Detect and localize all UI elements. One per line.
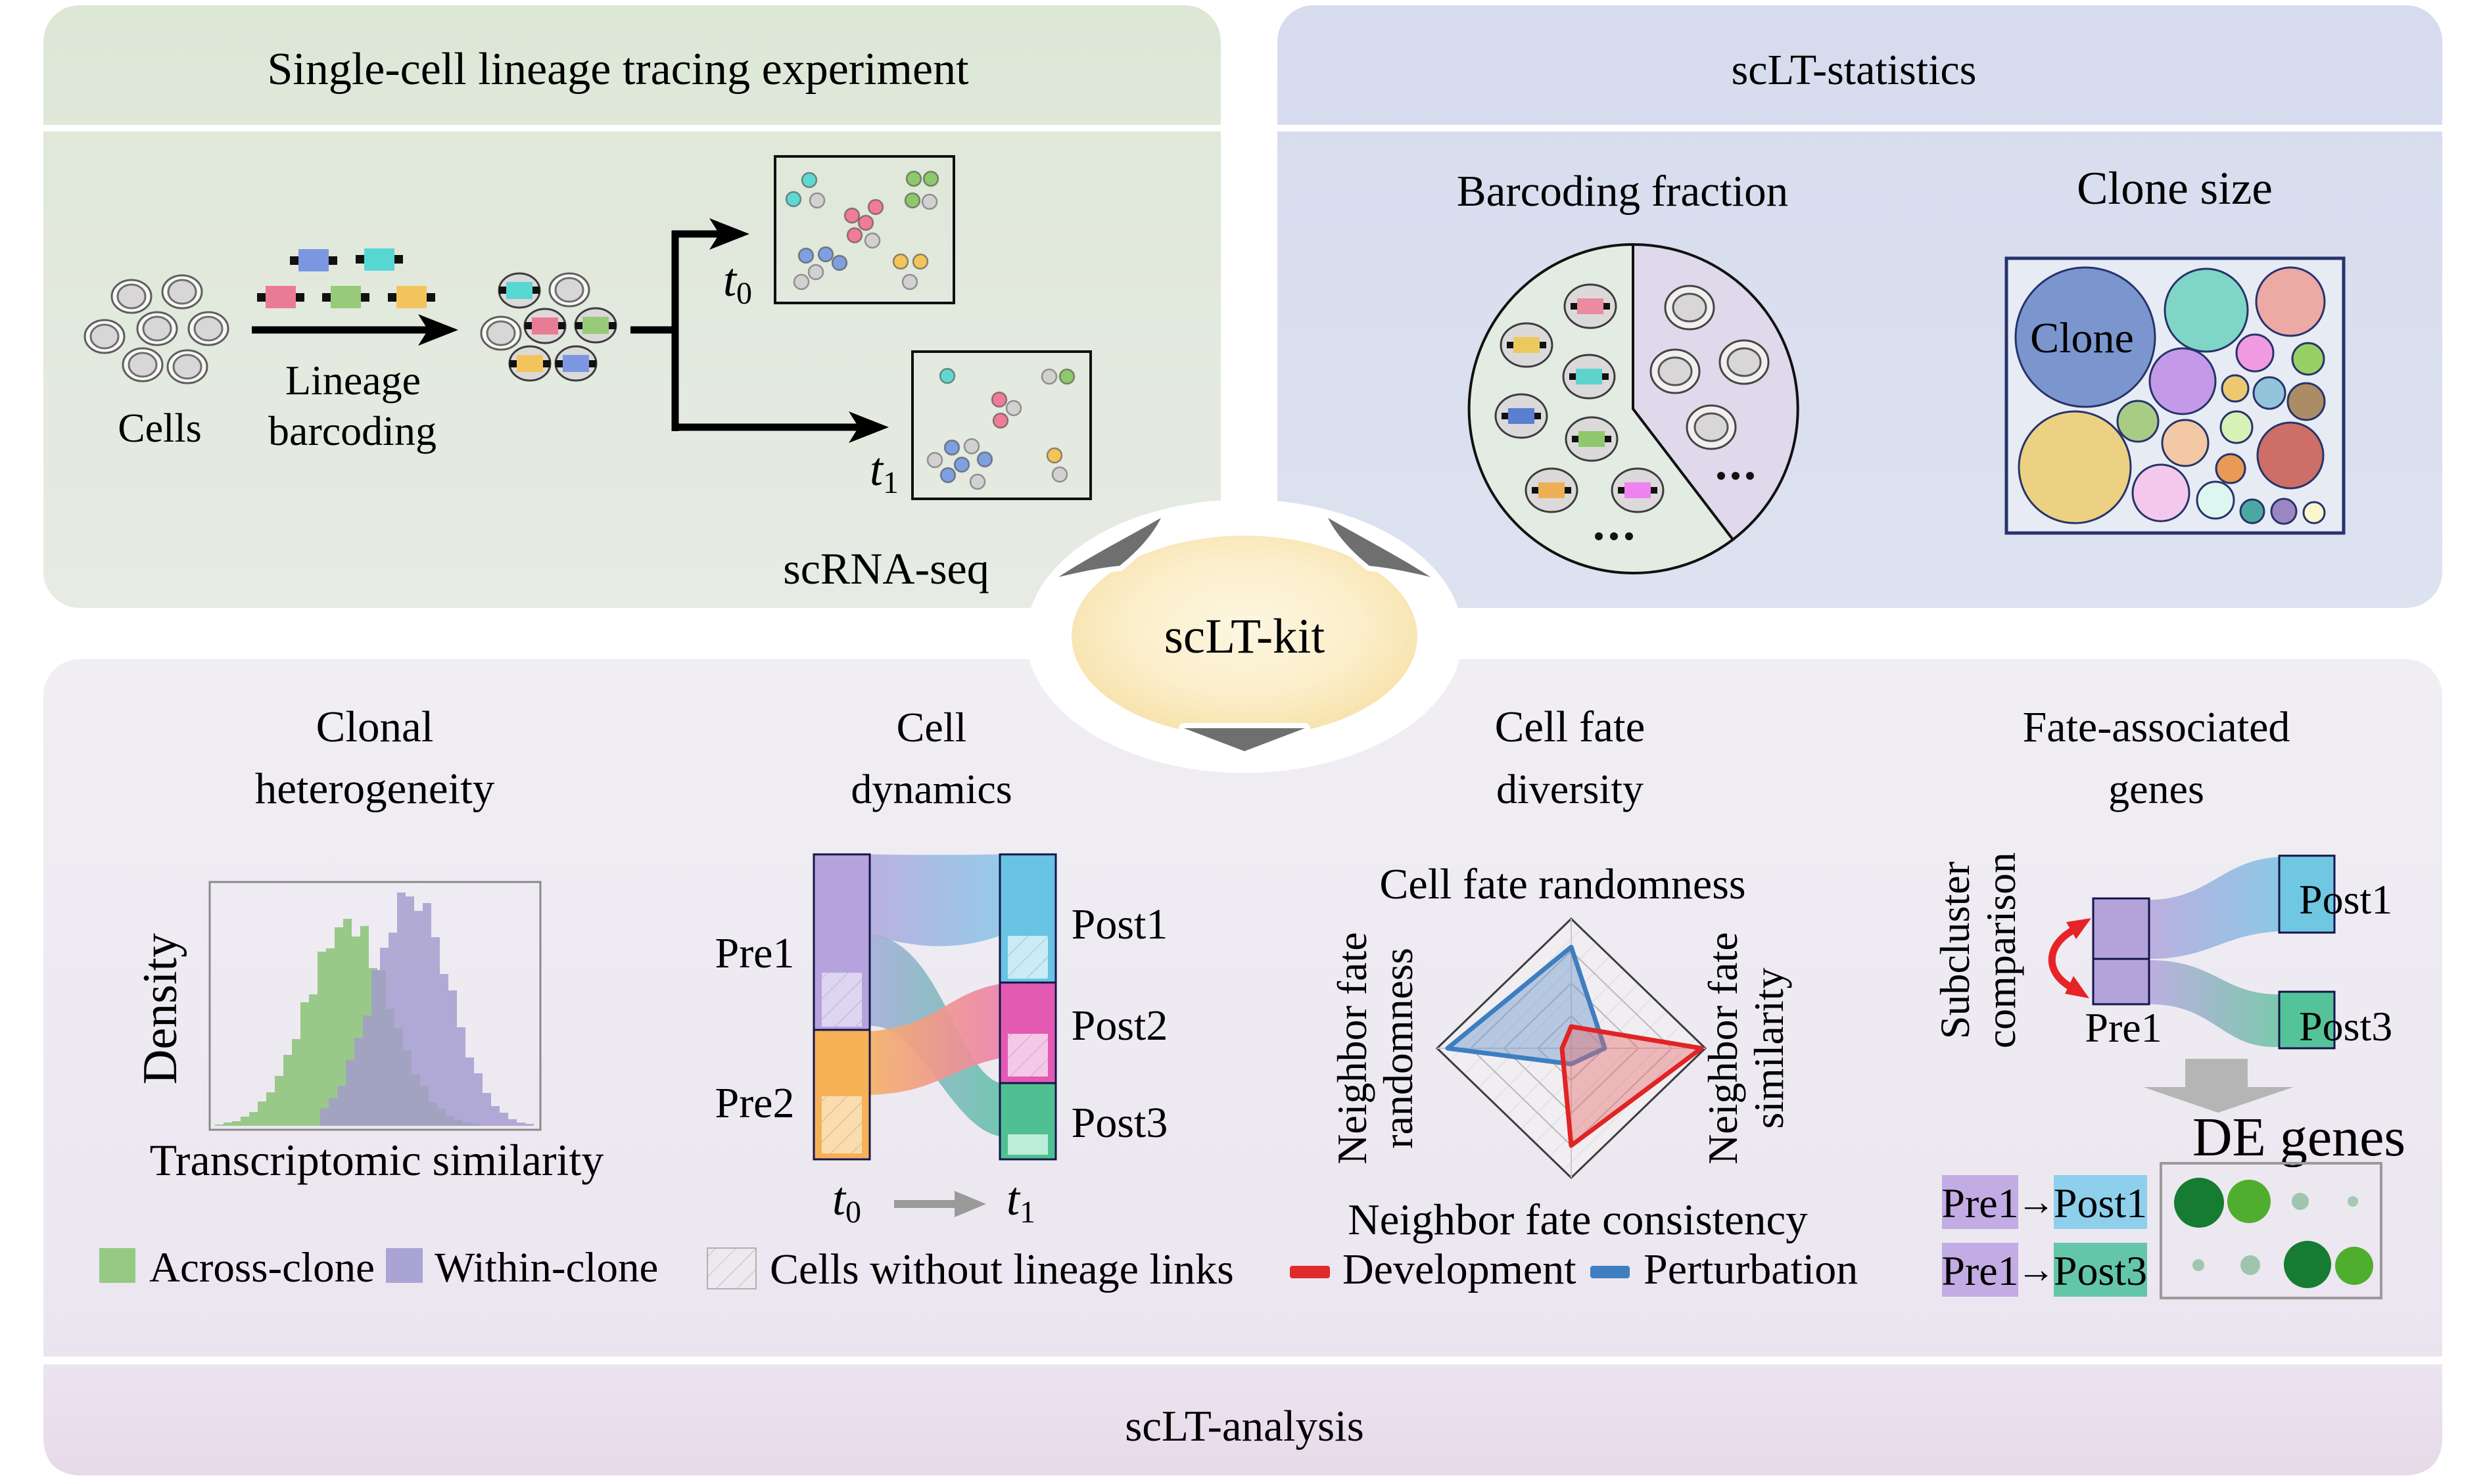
svg-text:heterogeneity: heterogeneity — [255, 764, 495, 813]
svg-text:t1: t1 — [1006, 1172, 1035, 1230]
svg-text:scLT-kit: scLT-kit — [1164, 609, 1325, 664]
svg-text:DE genes: DE genes — [2192, 1107, 2405, 1168]
svg-text:Fate-associated: Fate-associated — [2023, 703, 2290, 751]
svg-text:Cell fate: Cell fate — [1495, 703, 1645, 751]
svg-text:t0: t0 — [832, 1172, 861, 1230]
svg-text:Perturbation: Perturbation — [1644, 1245, 1858, 1293]
svg-text:Post1: Post1 — [2054, 1180, 2147, 1226]
svg-text:similarity: similarity — [1745, 967, 1792, 1128]
svg-text:Clone size: Clone size — [2077, 163, 2273, 214]
svg-text:Transcriptomic similarity: Transcriptomic similarity — [150, 1135, 604, 1185]
svg-text:Subcluster: Subcluster — [1931, 862, 1978, 1039]
svg-text:Development: Development — [1342, 1245, 1576, 1293]
svg-text:Single-cell lineage tracing ex: Single-cell lineage tracing experiment — [267, 44, 969, 95]
svg-text:scRNA-seq: scRNA-seq — [783, 544, 989, 593]
svg-text:Cell: Cell — [897, 704, 967, 751]
svg-text:dynamics: dynamics — [851, 766, 1012, 812]
svg-text:Lineage: Lineage — [285, 357, 421, 404]
svg-text:Pre1: Pre1 — [1941, 1180, 2018, 1226]
svg-text:Neighbor fate: Neighbor fate — [1329, 932, 1375, 1165]
svg-text:Pre1: Pre1 — [2085, 1004, 2162, 1051]
svg-text:Post1: Post1 — [1072, 900, 1168, 948]
svg-text:Cell fate randomness: Cell fate randomness — [1379, 860, 1745, 908]
svg-text:Cells: Cells — [118, 406, 201, 451]
svg-text:genes: genes — [2108, 766, 2204, 812]
svg-text:comparison: comparison — [1977, 852, 2024, 1049]
svg-text:→: → — [2017, 1180, 2055, 1223]
svg-text:→: → — [2017, 1248, 2055, 1291]
svg-text:Clone: Clone — [2030, 314, 2134, 362]
svg-text:barcoding: barcoding — [268, 407, 437, 454]
svg-text:t0: t0 — [723, 254, 752, 311]
svg-text:Post2: Post2 — [1072, 1002, 1168, 1050]
svg-text:Pre2: Pre2 — [715, 1079, 795, 1127]
svg-text:Post3: Post3 — [2299, 1003, 2392, 1050]
svg-text:Barcoding fraction: Barcoding fraction — [1457, 167, 1788, 216]
svg-text:Post3: Post3 — [2054, 1247, 2147, 1294]
svg-text:Density: Density — [133, 933, 187, 1084]
svg-text:Pre1: Pre1 — [715, 929, 795, 977]
svg-text:Across-clone: Across-clone — [149, 1244, 375, 1291]
svg-text:scLT-statistics: scLT-statistics — [1732, 46, 1977, 94]
svg-text:Clonal: Clonal — [316, 703, 434, 751]
svg-text:Cells without lineage links: Cells without lineage links — [770, 1245, 1234, 1293]
svg-text:randomness: randomness — [1375, 948, 1421, 1149]
svg-text:Neighbor fate: Neighbor fate — [1699, 932, 1746, 1165]
svg-text:Pre1: Pre1 — [1941, 1247, 2018, 1294]
svg-text:scLT-analysis: scLT-analysis — [1125, 1402, 1364, 1450]
svg-text:t1: t1 — [870, 443, 899, 500]
svg-text:Post3: Post3 — [1072, 1099, 1168, 1147]
svg-text:Post1: Post1 — [2299, 876, 2392, 923]
svg-text:Neighbor fate consistency: Neighbor fate consistency — [1348, 1195, 1808, 1244]
svg-text:Within-clone: Within-clone — [435, 1244, 658, 1291]
svg-text:diversity: diversity — [1496, 766, 1644, 812]
